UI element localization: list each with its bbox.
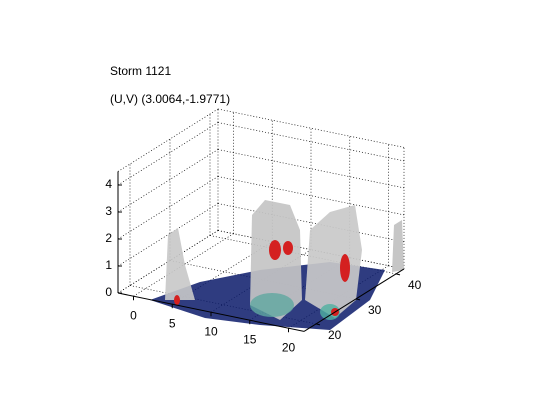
x-tick-label: 10 (204, 324, 218, 338)
gray-surface (165, 228, 195, 300)
isosurfaces (150, 200, 404, 330)
axes: 0 5 10 15 20 20 30 40 0 1 2 3 4 (105, 171, 422, 354)
red-surface (174, 295, 180, 305)
y-tick-label: 30 (368, 303, 382, 317)
z-tick-label: 0 (105, 285, 112, 299)
chart-subtitle: (U,V) (3.0064,-1.9771) (110, 92, 230, 106)
gray-surface (392, 220, 404, 272)
x-tick-label: 15 (243, 332, 257, 346)
x-tick-label: 0 (130, 308, 137, 322)
x-tick-label: 20 (282, 340, 296, 354)
y-axis (303, 268, 405, 332)
red-surface (340, 254, 350, 282)
teal-surface (250, 293, 294, 317)
red-surface (283, 241, 293, 255)
chart-title: Storm 1121 (110, 64, 171, 78)
gray-surface (250, 200, 302, 320)
z-tick-label: 1 (105, 258, 112, 272)
z-tick-label: 4 (105, 177, 112, 191)
gray-surface (305, 205, 362, 318)
y-tick-label: 20 (328, 328, 342, 342)
y-tick-label: 40 (408, 278, 422, 292)
x-tick-label: 5 (169, 316, 176, 330)
z-tick-label: 2 (105, 231, 112, 245)
plot-walls (117, 108, 405, 329)
z-tick-label: 3 (105, 204, 112, 218)
x-axis (117, 292, 305, 332)
red-surface (269, 240, 281, 260)
